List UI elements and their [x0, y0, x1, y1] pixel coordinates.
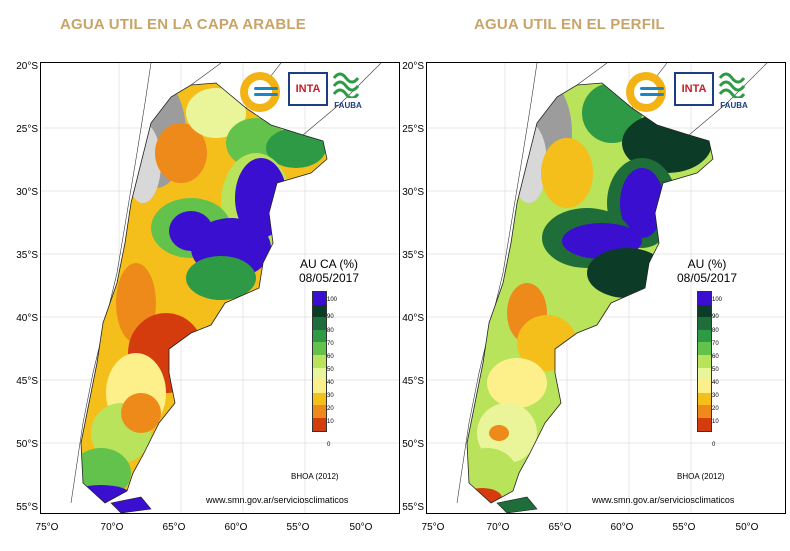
- argentina-outline: [80, 82, 328, 504]
- fauba-logo: FAUBA: [330, 68, 366, 110]
- soil-water-field-perfil: [467, 83, 713, 503]
- legend-title-left: AU CA (%) 08/05/2017: [298, 257, 360, 285]
- website-right: www.smn.gov.ar/serviciosclimaticos: [592, 495, 735, 505]
- sun-logo-icon: [240, 72, 280, 112]
- panel-title-perfil: AGUA UTIL EN EL PERFIL: [474, 16, 665, 33]
- tierra-del-fuego: [110, 496, 152, 513]
- map-panel-perfil: [426, 62, 786, 514]
- soil-water-field: [81, 83, 327, 503]
- tierra-del-fuego-perfil: [496, 496, 538, 513]
- legend-colorbar-right: [697, 291, 712, 432]
- sun-logo-icon: [626, 72, 666, 112]
- map-perfil: [427, 63, 785, 513]
- fauba-logo: FAUBA: [716, 68, 752, 110]
- legend-colorbar-left: [312, 291, 327, 432]
- source-left: BHOA (2012): [291, 472, 339, 481]
- panel-title-capa-arable: AGUA UTIL EN LA CAPA ARABLE: [60, 16, 306, 33]
- map-panel-capa-arable: [40, 62, 400, 514]
- inta-logo: INTA: [674, 72, 714, 106]
- inta-logo: INTA: [288, 72, 328, 106]
- legend-title-right: AU (%) 08/05/2017: [676, 257, 738, 285]
- website-left: www.smn.gov.ar/serviciosclimaticos: [206, 495, 349, 505]
- map-capa-arable: [41, 63, 399, 513]
- source-right: BHOA (2012): [677, 472, 725, 481]
- argentina-outline-perfil: [466, 82, 714, 504]
